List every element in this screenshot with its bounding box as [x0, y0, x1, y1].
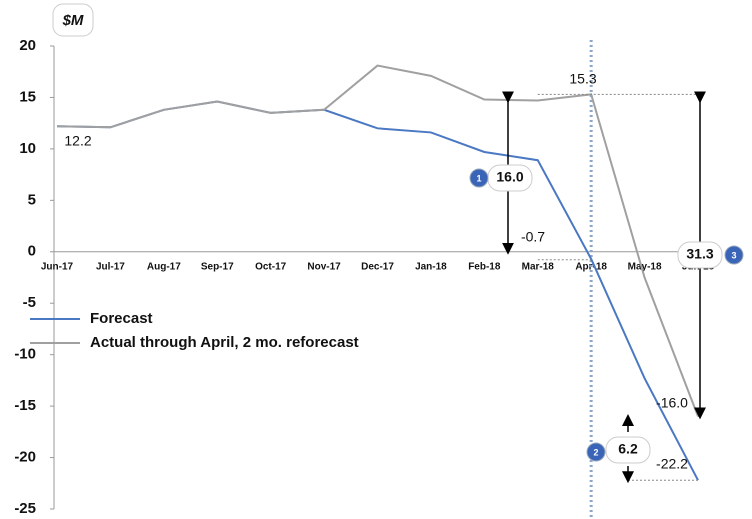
y-tick-label: -25	[14, 500, 36, 517]
annotation: -22.2	[656, 456, 688, 472]
annotation-box	[605, 436, 651, 464]
annotation: 12.2	[64, 133, 91, 149]
x-tick-label: Aug-17	[147, 261, 181, 272]
y-tick-label: -20	[14, 449, 36, 466]
annotation: 31.3	[686, 246, 713, 262]
badge	[469, 168, 489, 188]
x-tick-label: Jun-17	[41, 261, 74, 272]
x-tick-label: Feb-18	[468, 261, 501, 272]
x-tick-label: Dec-17	[361, 261, 394, 272]
y-tick-label: -5	[23, 294, 36, 311]
x-tick-label: Nov-17	[307, 261, 341, 272]
badge-label: 2	[593, 447, 598, 457]
badge	[724, 245, 744, 265]
x-tick-label: Jan-18	[415, 261, 447, 272]
badge	[586, 442, 606, 462]
x-tick-label: Oct-17	[255, 261, 287, 272]
x-tick-label: May-18	[628, 261, 662, 272]
legend-label: Forecast	[90, 310, 153, 327]
annotation: 15.3	[569, 71, 596, 87]
x-tick-label: Sep-17	[201, 261, 234, 272]
y-tick-label: -15	[14, 397, 36, 414]
y-tick-label: 15	[19, 88, 36, 105]
y-tick-label: 20	[19, 37, 36, 54]
legend-label: Actual through April, 2 mo. reforecast	[90, 334, 359, 351]
annotation: 6.2	[618, 441, 638, 457]
y-tick-label: -10	[14, 346, 36, 363]
badge-label: 3	[731, 250, 736, 260]
y-tick-label: 10	[19, 140, 36, 157]
series-line	[56, 100, 699, 481]
x-tick-label: Jul-17	[96, 261, 125, 272]
annotation: -0.7	[521, 229, 545, 245]
annotation-box	[677, 241, 723, 269]
y-tick-label: 0	[28, 243, 36, 260]
y-tick-label: 5	[28, 191, 36, 208]
unit-box	[52, 3, 94, 37]
annotation: 16.0	[496, 169, 523, 185]
series-line	[56, 64, 699, 417]
unit-label: $M	[62, 12, 84, 29]
annotation: -16.0	[656, 395, 688, 411]
x-tick-label: Mar-18	[522, 261, 555, 272]
badge-label: 1	[476, 173, 481, 183]
